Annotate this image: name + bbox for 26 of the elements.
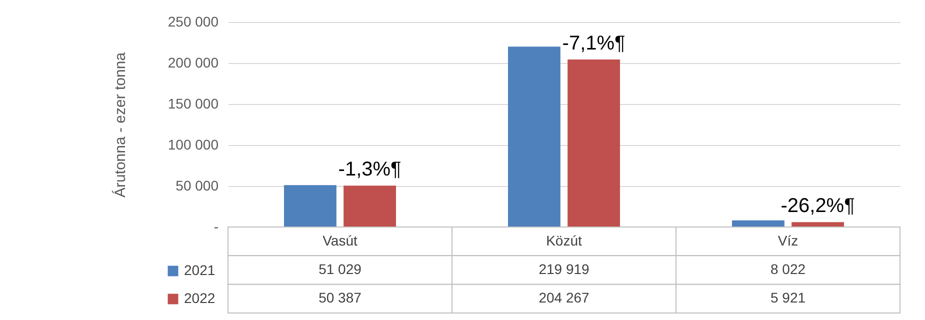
x-tick-label: Közút <box>546 232 582 248</box>
y-tick-label: 200 000 <box>168 54 219 70</box>
annotation: -7,1%¶ <box>562 32 626 54</box>
y-tick-label: 100 000 <box>168 136 219 152</box>
data-label: 51 029 <box>318 261 362 277</box>
bar <box>568 60 620 227</box>
bar <box>284 185 336 227</box>
x-tick-label: Víz <box>778 232 798 248</box>
data-label: 50 387 <box>318 290 362 306</box>
data-label: 204 267 <box>538 290 590 306</box>
y-tick-label: 50 000 <box>176 178 219 194</box>
bar <box>344 186 396 227</box>
y-axis-title: Árutonna - ezer tonna <box>110 52 129 198</box>
annotation: -26,2%¶ <box>780 195 855 218</box>
bar <box>732 220 784 227</box>
x-tick-label: Vasút <box>322 232 358 248</box>
annotation: -1,3%¶ <box>338 158 402 181</box>
legend-label: 2022 <box>184 290 216 306</box>
y-tick-label: 150 000 <box>168 96 219 112</box>
y-tick-label: - <box>214 218 219 234</box>
data-label: 5 921 <box>770 290 806 306</box>
legend-label: 2021 <box>184 262 216 278</box>
bar <box>508 46 560 227</box>
data-label: 8 022 <box>770 261 806 277</box>
y-tick-label: 250 000 <box>168 14 219 30</box>
data-label: 219 919 <box>538 261 590 277</box>
